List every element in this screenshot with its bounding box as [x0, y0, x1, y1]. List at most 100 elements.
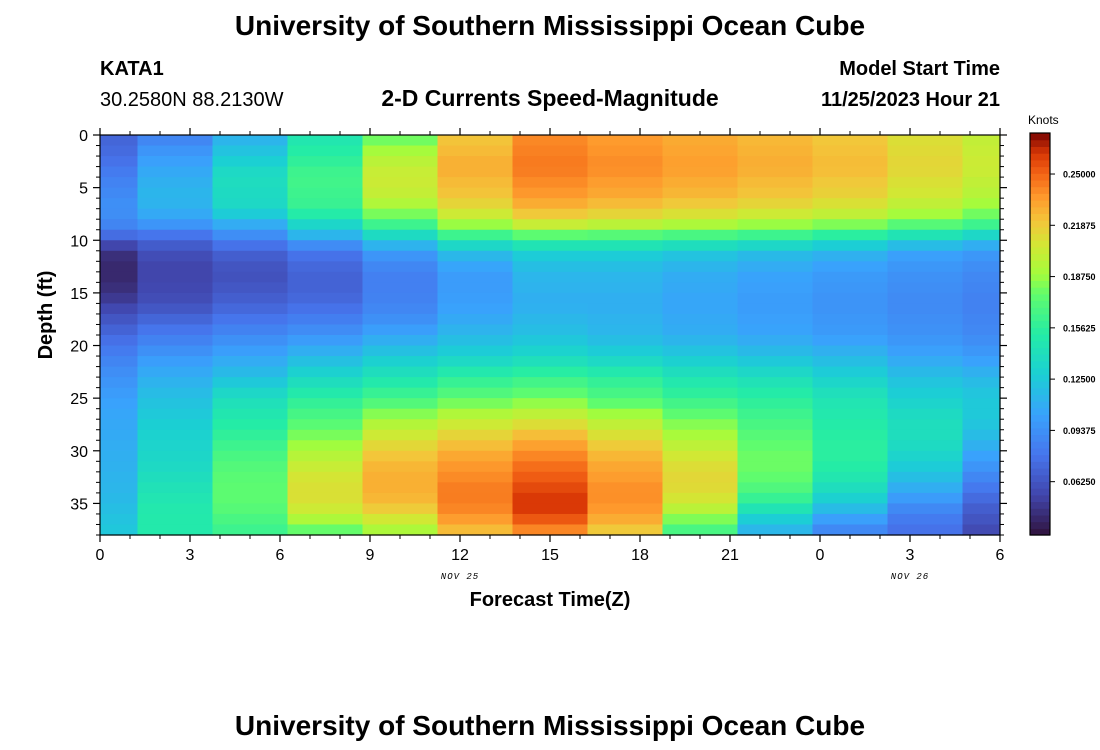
heatmap-cell: [100, 198, 139, 210]
heatmap-cell: [887, 503, 964, 515]
heatmap-cell: [437, 166, 514, 178]
heatmap-cell: [137, 429, 214, 441]
heatmap-cell: [100, 450, 139, 462]
heatmap-cell: [437, 261, 514, 273]
heatmap-cell: [887, 429, 964, 441]
heatmap-cell: [587, 482, 664, 494]
heatmap-cell: [100, 261, 139, 273]
colorbar-segment: [1030, 166, 1050, 174]
heatmap-cell: [887, 408, 964, 420]
heatmap-cell: [812, 398, 889, 410]
heatmap-cell: [512, 440, 589, 452]
colorbar-segment: [1030, 200, 1050, 208]
heatmap-cell: [887, 450, 964, 462]
heatmap-cell: [737, 303, 814, 315]
heatmap-cell: [212, 177, 289, 189]
heatmap-cell: [887, 513, 964, 526]
heatmap-cell: [212, 450, 289, 462]
heatmap-cell: [287, 366, 364, 378]
heatmap-cell: [737, 198, 814, 210]
heatmap-cell: [962, 387, 1001, 399]
station-id: KATA1: [100, 58, 164, 80]
heatmap-cell: [662, 492, 739, 505]
heatmap-cell: [662, 471, 739, 483]
heatmap-cell: [512, 366, 589, 378]
heatmap-cell: [962, 356, 1001, 368]
heatmap-cell: [137, 313, 214, 326]
heatmap-cell: [212, 313, 289, 326]
heatmap-cell: [100, 313, 139, 326]
colorbar-tick-label: 0.06250: [1063, 477, 1096, 487]
heatmap-cell: [100, 177, 139, 189]
heatmap-cell: [362, 177, 439, 189]
heatmap-cell: [587, 450, 664, 462]
heatmap-cell: [737, 335, 814, 347]
heatmap-cell: [362, 292, 439, 305]
heatmap-cell: [212, 387, 289, 399]
heatmap-cell: [287, 503, 364, 515]
heatmap-cell: [737, 492, 814, 505]
colorbar-segment: [1030, 273, 1050, 281]
y-tick-label: 10: [70, 233, 88, 250]
colorbar-segment: [1030, 213, 1050, 221]
heatmap-cell: [212, 335, 289, 347]
heatmap-cell: [212, 208, 289, 220]
colorbar-segment: [1030, 253, 1050, 261]
heatmap-cell: [287, 198, 364, 210]
heatmap-cell: [137, 524, 214, 536]
colorbar-segment: [1030, 401, 1050, 409]
heatmap-cell: [512, 240, 589, 252]
heatmap-cell: [100, 356, 139, 368]
heatmap-cell: [587, 356, 664, 368]
heatmap-cell: [437, 324, 514, 336]
heatmap-cell: [437, 219, 514, 231]
heatmap-cell: [137, 271, 214, 283]
heatmap-cell: [287, 240, 364, 252]
heatmap-cell: [362, 440, 439, 452]
heatmap-cell: [100, 398, 139, 410]
heatmap-cells: [100, 135, 1001, 536]
heatmap-cell: [887, 187, 964, 199]
heatmap-cell: [362, 398, 439, 410]
heatmap-cell: [662, 219, 739, 231]
colorbar-segment: [1030, 153, 1050, 161]
heatmap-cell: [962, 198, 1001, 210]
colorbar-segment: [1030, 133, 1050, 141]
heatmap-cell: [437, 229, 514, 241]
heatmap-cell: [962, 503, 1001, 515]
heatmap-cell: [362, 471, 439, 483]
heatmap-cell: [437, 198, 514, 210]
heatmap-cell: [587, 408, 664, 420]
heatmap-cell: [212, 292, 289, 305]
heatmap-cell: [437, 398, 514, 410]
heatmap-cell: [100, 503, 139, 515]
heatmap-cell: [212, 513, 289, 526]
heatmap-cell: [437, 271, 514, 283]
heatmap-cell: [137, 366, 214, 378]
heatmap-cell: [437, 156, 514, 168]
heatmap-cell: [962, 461, 1001, 473]
heatmap-cell: [287, 135, 364, 147]
heatmap-cell: [887, 292, 964, 305]
heatmap-cell: [100, 166, 139, 178]
heatmap-cell: [212, 261, 289, 273]
colorbar-segment: [1030, 387, 1050, 395]
heatmap-cell: [962, 345, 1001, 357]
heatmap-cell: [812, 177, 889, 189]
heatmap-cell: [737, 345, 814, 357]
heatmap-cell: [287, 219, 364, 231]
heatmap-cell: [362, 492, 439, 505]
heatmap-cell: [962, 419, 1001, 431]
heatmap-cell: [100, 135, 139, 147]
heatmap-cell: [137, 156, 214, 168]
heatmap-cell: [212, 366, 289, 378]
heatmap-cell: [962, 450, 1001, 462]
heatmap-cell: [737, 166, 814, 178]
heatmap-cell: [812, 335, 889, 347]
y-tick-label: 20: [70, 339, 88, 356]
colorbar-segment: [1030, 494, 1050, 503]
heatmap-cell: [887, 219, 964, 231]
heatmap-cell: [962, 271, 1001, 283]
heatmap-cell: [362, 271, 439, 283]
colorbar-segment: [1030, 193, 1050, 201]
